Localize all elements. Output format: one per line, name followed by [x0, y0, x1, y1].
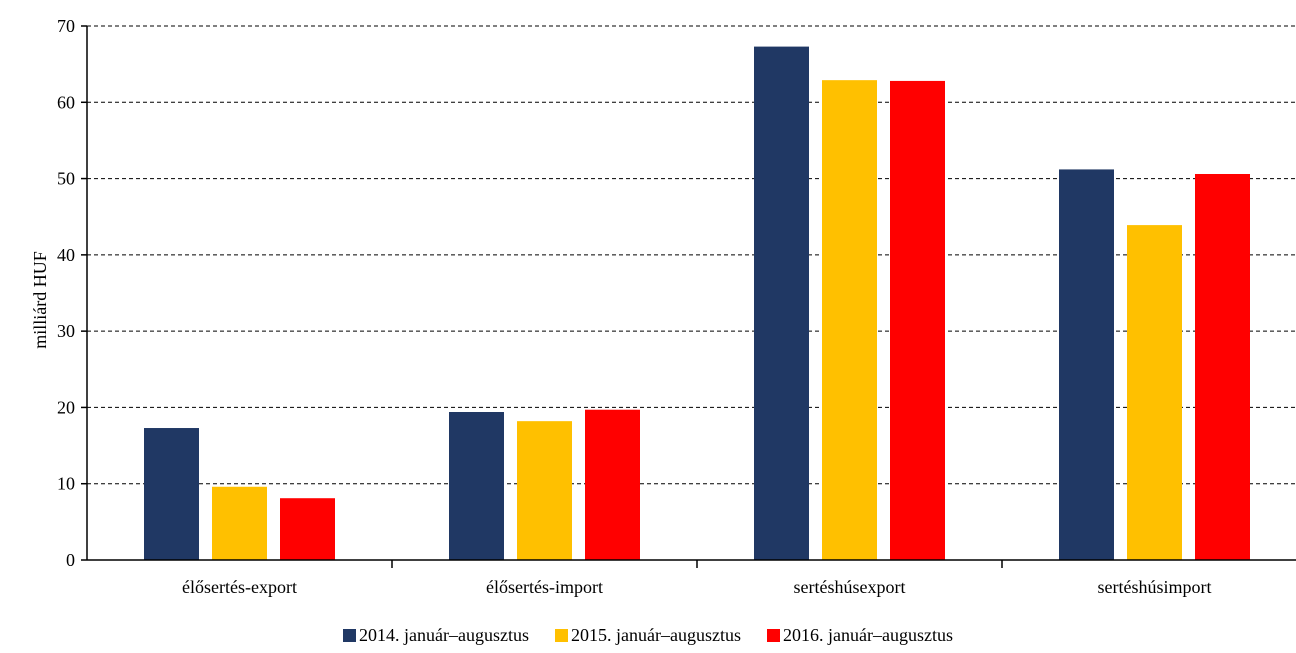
legend-label: 2014. január–augusztus — [359, 625, 530, 645]
y-tick-label: 70 — [57, 16, 75, 36]
y-tick-labels: 0 10 20 30 40 50 60 70 — [57, 16, 75, 570]
legend-swatch — [766, 629, 780, 642]
legend: 2014. január–augusztus 2015. január–augus… — [0, 625, 1296, 646]
bar — [144, 428, 199, 560]
y-axis-title: milliárd HUF — [30, 251, 50, 349]
bar — [1195, 173, 1250, 560]
bars — [144, 46, 1250, 561]
x-tick-label: sertéshúsexport — [794, 577, 906, 597]
bar — [212, 486, 267, 560]
bar — [517, 421, 572, 560]
x-tick-label: élősertés-export — [182, 577, 297, 597]
y-tick-label: 40 — [57, 245, 75, 265]
bar — [822, 80, 877, 561]
x-tick-label: élősertés-import — [486, 577, 603, 597]
axes — [81, 25, 1296, 568]
legend-item: 2016. január–augusztus — [766, 625, 953, 646]
x-tick-label: sertéshúsimport — [1098, 577, 1212, 597]
y-tick-label: 60 — [57, 92, 75, 112]
gridlines — [87, 25, 1296, 485]
x-tick-labels: élősertés-export élősertés-import sertéshú… — [182, 577, 1211, 597]
legend-swatch — [343, 629, 357, 642]
bar — [890, 80, 945, 560]
y-tick-label: 50 — [57, 169, 75, 189]
y-tick-label: 30 — [57, 321, 75, 341]
legend-label: 2015. január–augusztus — [571, 625, 741, 645]
bar — [754, 46, 809, 560]
legend-item: 2015. január–augusztus — [555, 625, 741, 646]
bar — [1059, 169, 1114, 560]
y-tick-label: 10 — [57, 474, 75, 494]
legend-swatch — [555, 629, 569, 642]
y-tick-label: 20 — [57, 397, 75, 417]
bar — [1127, 225, 1182, 560]
bar — [585, 409, 640, 560]
legend-item: 2014. január–augusztus — [343, 625, 529, 646]
y-tick-label: 0 — [66, 550, 75, 570]
bar — [449, 412, 504, 560]
legend-label: 2016. január–augusztus — [782, 625, 953, 645]
bar — [280, 498, 335, 560]
